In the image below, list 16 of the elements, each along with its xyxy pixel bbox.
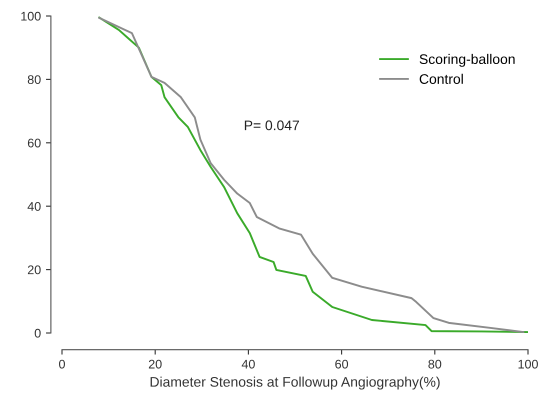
legend-label: Scoring-balloon <box>420 54 515 67</box>
legend-label: Control <box>420 74 463 84</box>
y-tick-label: 80 <box>28 75 41 84</box>
y-tick-label: 100 <box>21 12 41 21</box>
x-tick-label: 20 <box>148 360 162 369</box>
x-tick-label: 60 <box>335 360 348 369</box>
y-tick-label: 60 <box>28 138 41 148</box>
x-tick-label: 40 <box>242 360 255 369</box>
x-tick-label: 80 <box>428 360 442 369</box>
x-tick-label: 100 <box>518 360 538 369</box>
x-axis-title: Diameter Stenosis at Followup Angiography(%) <box>150 376 440 390</box>
y-tick-label: 0 <box>34 328 41 338</box>
y-tick-label: 20 <box>28 265 41 274</box>
y-tick-label: 40 <box>28 202 41 211</box>
annotation: P= 0.047 <box>244 120 300 130</box>
x-tick-label: 0 <box>59 360 65 369</box>
